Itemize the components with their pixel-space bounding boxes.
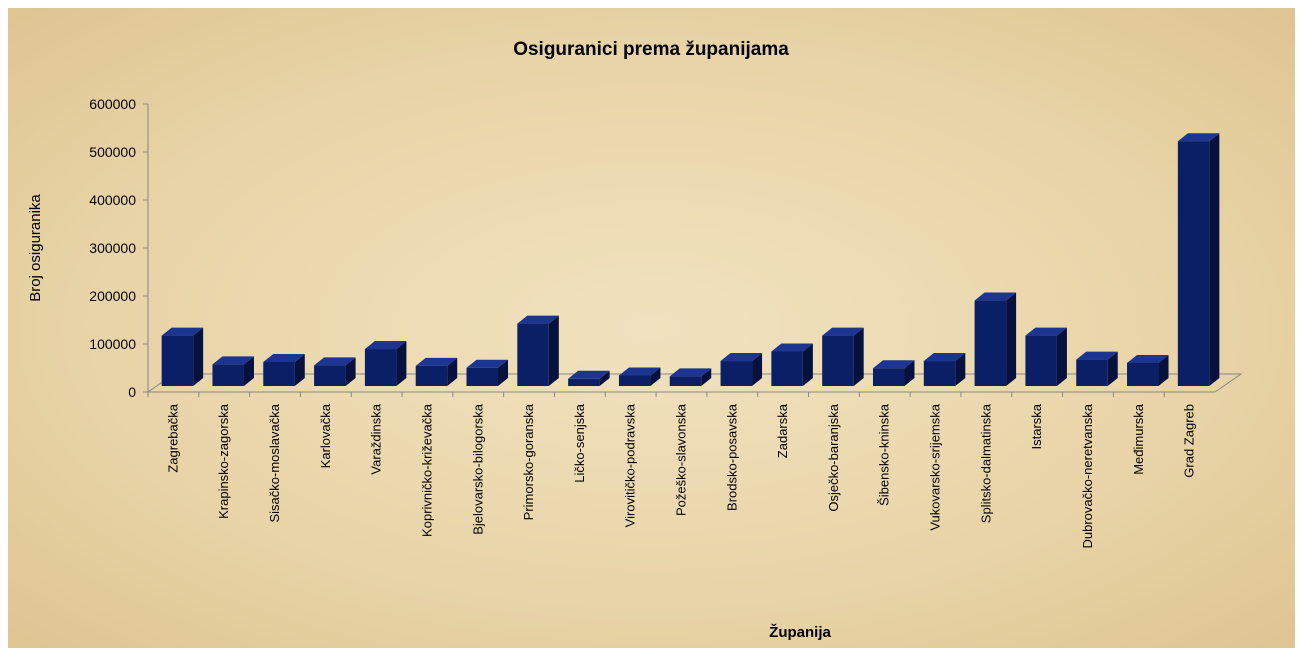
bar-side bbox=[345, 357, 356, 386]
x-tick-label: Sisačko-moslavačka bbox=[267, 403, 282, 522]
bar bbox=[822, 335, 854, 386]
bar-top bbox=[212, 356, 254, 365]
chart-title: Osiguranici prema županijama bbox=[513, 39, 789, 60]
x-axis-title: Županija bbox=[769, 623, 831, 641]
bar-side bbox=[701, 368, 712, 386]
bar-top bbox=[364, 341, 407, 350]
x-tick-label: Krapinsko-zagorska bbox=[216, 403, 231, 519]
bar bbox=[1127, 362, 1159, 386]
bar-top bbox=[669, 368, 712, 377]
bar-side bbox=[853, 327, 864, 386]
x-tick-label: Međimurska bbox=[1131, 403, 1146, 475]
bar-top bbox=[720, 353, 763, 362]
bar-side bbox=[294, 354, 305, 386]
y-tick-label: 0 bbox=[128, 384, 136, 400]
bar bbox=[669, 376, 702, 386]
x-tick-label: Varaždinska bbox=[369, 403, 384, 474]
bar-side bbox=[396, 341, 407, 386]
bar-top bbox=[1177, 133, 1220, 142]
bar-top bbox=[415, 357, 458, 366]
bar-side bbox=[802, 343, 813, 386]
bar bbox=[212, 364, 244, 386]
bar-top bbox=[923, 353, 966, 362]
bar-side bbox=[599, 370, 610, 386]
x-tick-label: Koprivničko-križevačka bbox=[419, 403, 434, 537]
y-tick-label: 600000 bbox=[89, 96, 136, 112]
x-tick-label: Požeško-slavonska bbox=[674, 403, 689, 516]
bar-side bbox=[447, 357, 458, 386]
y-tick-label: 200000 bbox=[89, 288, 136, 304]
y-tick-label: 100000 bbox=[89, 336, 136, 352]
bar-side bbox=[955, 353, 966, 386]
x-tick-label: Splitsko-dalmatinska bbox=[978, 403, 993, 523]
x-tick-label: Dubrovačko-neretvanska bbox=[1080, 403, 1095, 548]
chart-background bbox=[8, 8, 1295, 648]
bar-top bbox=[771, 343, 813, 352]
bar-top bbox=[974, 292, 1017, 301]
bar bbox=[872, 368, 905, 386]
bar bbox=[618, 375, 651, 386]
bar-top bbox=[517, 315, 559, 324]
bar-top bbox=[568, 370, 610, 379]
bar-top bbox=[314, 357, 356, 366]
bar-top bbox=[618, 367, 661, 376]
bar-top bbox=[161, 327, 204, 336]
bar-top bbox=[872, 360, 915, 369]
x-tick-label: Istarska bbox=[1029, 403, 1044, 449]
y-axis-title: Broj osiguranika bbox=[27, 194, 44, 302]
bar bbox=[568, 378, 600, 386]
bar-top bbox=[466, 359, 509, 368]
bar bbox=[161, 335, 194, 386]
x-tick-label: Karlovačka bbox=[318, 403, 333, 468]
bar-side bbox=[650, 367, 661, 386]
bar-side bbox=[1056, 327, 1067, 386]
bar bbox=[263, 362, 295, 386]
y-tick-label: 300000 bbox=[89, 240, 136, 256]
bar-top bbox=[822, 327, 864, 336]
bar-side bbox=[1158, 354, 1169, 386]
x-tick-label: Virovitičko-podravska bbox=[623, 403, 638, 527]
bar-side bbox=[1006, 292, 1017, 386]
bar bbox=[1025, 335, 1057, 386]
x-tick-label: Osječko-baranjska bbox=[826, 403, 841, 511]
bar bbox=[517, 323, 549, 386]
bar bbox=[466, 367, 499, 386]
bar-side bbox=[193, 327, 204, 386]
bar bbox=[923, 361, 956, 386]
x-tick-label: Primorsko-goranska bbox=[521, 403, 536, 520]
bar-side bbox=[498, 359, 509, 386]
bar bbox=[1076, 359, 1108, 386]
bar bbox=[364, 349, 397, 386]
bar-side bbox=[904, 360, 915, 386]
bar bbox=[720, 361, 753, 386]
bar-top bbox=[1127, 354, 1169, 363]
bar-top bbox=[263, 354, 305, 362]
bar-side bbox=[243, 356, 254, 386]
bar-side bbox=[548, 315, 559, 386]
bar bbox=[1177, 141, 1210, 386]
x-tick-label: Zagrebačka bbox=[165, 403, 180, 472]
x-tick-label: Grad Zagreb bbox=[1182, 404, 1197, 478]
x-tick-label: Bjelovarsko-bilogorska bbox=[470, 403, 485, 535]
bar bbox=[415, 365, 448, 386]
bar bbox=[314, 365, 346, 386]
bar bbox=[771, 351, 803, 386]
bar-side bbox=[1107, 351, 1118, 386]
y-tick-label: 400000 bbox=[89, 192, 136, 208]
x-tick-label: Šibensko-kninska bbox=[877, 403, 892, 506]
bar-top bbox=[1076, 351, 1118, 360]
x-tick-label: Ličko-senjska bbox=[572, 403, 587, 483]
bar-side bbox=[752, 353, 763, 386]
bar-side bbox=[1209, 133, 1220, 386]
bar-top bbox=[1025, 327, 1067, 336]
x-tick-label: Vukovarsko-srijemska bbox=[928, 403, 943, 530]
bar bbox=[974, 300, 1007, 386]
y-tick-label: 500000 bbox=[89, 144, 136, 160]
x-tick-label: Zadarska bbox=[775, 403, 790, 458]
x-tick-label: Brodsko-posavska bbox=[724, 403, 739, 511]
